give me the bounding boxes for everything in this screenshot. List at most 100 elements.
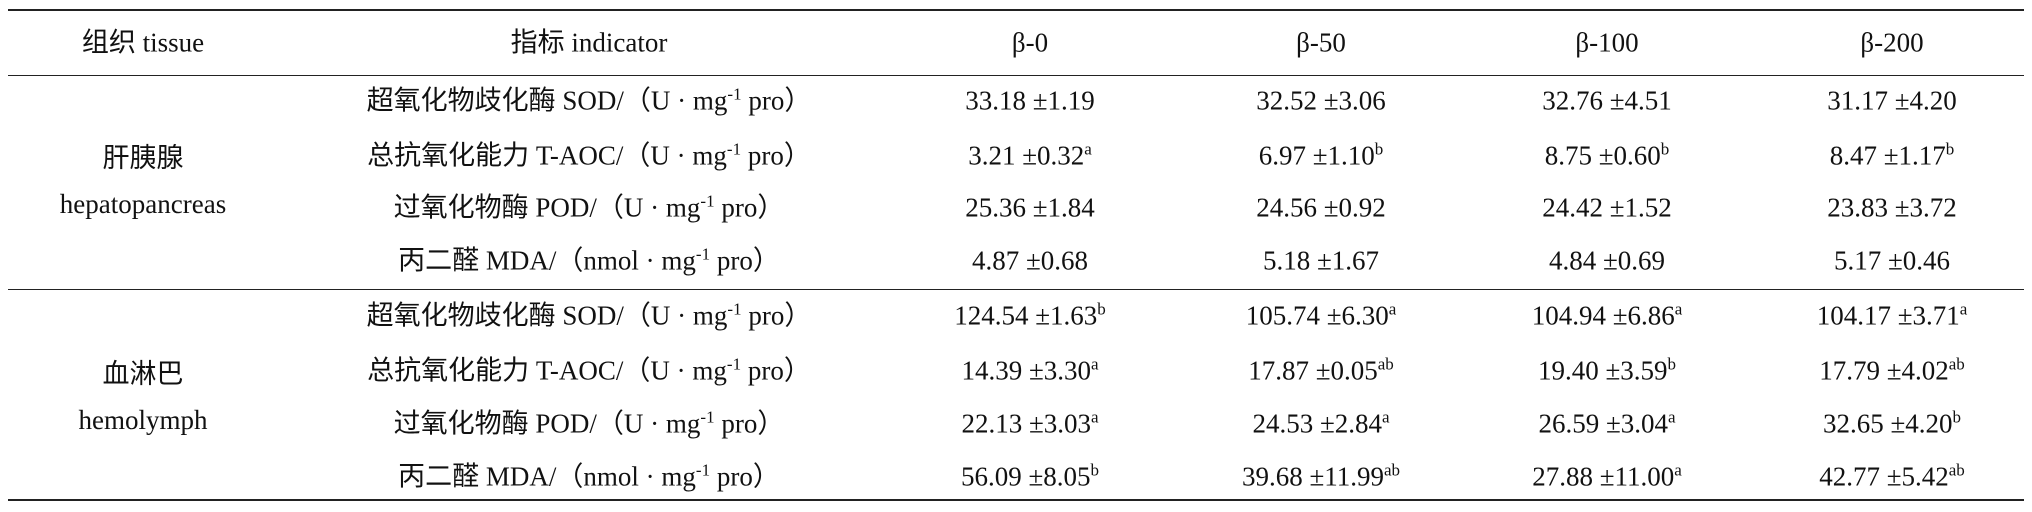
- value-text: 33.18 ±1.19: [965, 85, 1095, 116]
- value-text: 14.39 ±3.30: [961, 355, 1092, 386]
- significance-letter: a: [1674, 460, 1682, 480]
- significance-letter: a: [1382, 407, 1390, 427]
- unit-exponent: -1: [700, 407, 715, 427]
- significance-letter: ab: [1948, 460, 1965, 480]
- value-cell: 25.36 ±1.84: [965, 192, 1095, 223]
- value-text: 22.13 ±3.03: [961, 408, 1092, 439]
- header-cell: 指标 indicator: [510, 27, 668, 58]
- unit-exponent: -1: [727, 84, 742, 104]
- value-text: 32.52 ±3.06: [1256, 85, 1386, 116]
- significance-letter: b: [1090, 460, 1100, 480]
- value-text: 8.47 ±1.17: [1829, 140, 1946, 171]
- significance-letter: b: [1374, 139, 1384, 159]
- indicator-name: 总抗氧化能力 T-AOC/（U · mg: [367, 355, 727, 386]
- indicator-unit: pro）: [721, 408, 785, 439]
- significance-letter: a: [1084, 139, 1092, 159]
- significance-letter: a: [1388, 299, 1397, 319]
- value-cell: 3.21 ±0.32a: [968, 139, 1092, 170]
- value-cell: 104.17 ±3.71a: [1816, 300, 1968, 331]
- value-text: 24.56 ±0.92: [1256, 192, 1386, 223]
- indicator-cell: 丙二醛 MDA/（nmol · mg-1 pro）: [398, 461, 780, 492]
- indicator-cell: 过氧化物酶 POD/（U · mg-1 pro）: [393, 407, 785, 439]
- indicator-unit: pro）: [747, 140, 811, 171]
- tissue-label: hemolymph: [78, 404, 208, 435]
- value-cell: 24.53 ±2.84a: [1252, 407, 1390, 439]
- value-cell: 26.59 ±3.04a: [1538, 409, 1675, 438]
- value-text: 24.53 ±2.84: [1252, 408, 1383, 439]
- header-cell: β-200: [1860, 27, 1924, 58]
- indicator-cell: 超氧化物歧化酶 SOD/（U · mg-1 pro）: [367, 299, 812, 331]
- bottom-rule: [8, 499, 2024, 501]
- value-text: 39.68 ±11.99: [1241, 461, 1385, 492]
- value-cell: 32.52 ±3.06: [1256, 85, 1386, 116]
- significance-letter: b: [1097, 299, 1106, 319]
- header-cell: β-0: [1011, 27, 1049, 58]
- value-text: 124.54 ±1.63: [954, 300, 1098, 331]
- value-text: 4.84 ±0.69: [1548, 245, 1666, 276]
- value-text: 4.87 ±0.68: [971, 245, 1089, 276]
- value-cell: 27.88 ±11.00a: [1532, 460, 1682, 492]
- unit-exponent: -1: [700, 191, 715, 211]
- header-rule: [8, 75, 2024, 76]
- value-text: 24.42 ±1.52: [1542, 192, 1672, 223]
- indicator-cell: 过氧化物酶 POD/（U · mg-1 pro）: [393, 191, 785, 223]
- indicator-cell: 总抗氧化能力 T-AOC/（U · mg-1 pro）: [367, 139, 811, 171]
- unit-exponent: -1: [727, 299, 742, 319]
- value-cell: 8.75 ±0.60b: [1544, 139, 1670, 171]
- value-cell: 124.54 ±1.63b: [954, 299, 1106, 331]
- indicator-cell: 丙二醛 MDA/（nmol · mg-1 pro）: [398, 244, 780, 276]
- significance-letter: a: [1674, 299, 1683, 319]
- value-text: 8.75 ±0.60: [1544, 140, 1661, 171]
- tissue-label: hepatopancreas: [59, 189, 227, 219]
- value-cell: 22.13 ±3.03a: [961, 407, 1099, 439]
- significance-letter: ab: [1377, 354, 1394, 374]
- unit-exponent: -1: [726, 354, 742, 374]
- unit-exponent: -1: [695, 244, 711, 264]
- significance-letter: b: [1945, 139, 1955, 159]
- indicator-name: 过氧化物酶 POD/（U · mg: [393, 192, 701, 223]
- tissue-label: 肝胰腺: [102, 143, 184, 173]
- value-text: 5.18 ±1.67: [1262, 245, 1380, 276]
- tissue-cell: 血淋巴 hemolymph: [79, 351, 208, 443]
- significance-letter: b: [1660, 139, 1670, 159]
- value-text: 56.09 ±8.05: [960, 461, 1091, 492]
- indicator-unit: pro）: [748, 300, 812, 331]
- top-rule: [8, 9, 2024, 11]
- value-text: 104.17 ±3.71: [1816, 300, 1960, 331]
- value-text: 5.17 ±0.46: [1833, 245, 1951, 276]
- value-cell: 56.09 ±8.05b: [960, 460, 1100, 492]
- value-cell: 14.39 ±3.30a: [961, 354, 1099, 386]
- tissue-cell: 肝胰腺 hepatopancreas: [60, 135, 226, 227]
- group-rule: [8, 289, 2024, 290]
- value-text: 32.65 ±4.20: [1822, 408, 1953, 439]
- significance-letter: b: [1667, 354, 1677, 374]
- value-cell: 105.74 ±6.30a: [1245, 299, 1397, 331]
- value-text: 25.36 ±1.84: [965, 192, 1095, 223]
- tissue-label: 血淋巴: [102, 358, 184, 389]
- value-text: 104.94 ±6.86: [1531, 300, 1675, 331]
- value-cell: 17.87 ±0.05ab: [1248, 354, 1394, 385]
- indicator-unit: pro）: [748, 85, 812, 116]
- indicator-name: 丙二醛 MDA/（nmol · mg: [398, 461, 696, 492]
- value-cell: 42.77 ±5.42ab: [1819, 460, 1965, 491]
- header-cell: 组织 tissue: [81, 27, 205, 58]
- header-cell: β-50: [1296, 27, 1346, 58]
- value-text: 105.74 ±6.30: [1245, 300, 1389, 331]
- value-cell: 24.56 ±0.92: [1256, 192, 1386, 223]
- unit-exponent: -1: [726, 139, 742, 159]
- value-text: 23.83 ±3.72: [1827, 192, 1957, 223]
- indicator-name: 过氧化物酶 POD/（U · mg: [393, 408, 701, 439]
- value-text: 6.97 ±1.10: [1258, 140, 1375, 171]
- value-text: 31.17 ±4.20: [1827, 85, 1957, 116]
- indicator-unit: pro）: [716, 245, 780, 276]
- significance-letter: a: [1091, 354, 1099, 374]
- value-cell: 6.97 ±1.10b: [1258, 139, 1384, 171]
- value-cell: 104.94 ±6.86a: [1531, 299, 1683, 331]
- value-text: 27.88 ±11.00: [1532, 461, 1675, 492]
- value-cell: 31.17 ±4.20: [1827, 85, 1957, 116]
- indicator-name: 总抗氧化能力 T-AOC/（U · mg: [367, 140, 727, 171]
- significance-letter: a: [1091, 407, 1099, 427]
- value-cell: 24.42 ±1.52: [1542, 192, 1672, 223]
- value-cell: 5.17 ±0.46: [1833, 245, 1951, 276]
